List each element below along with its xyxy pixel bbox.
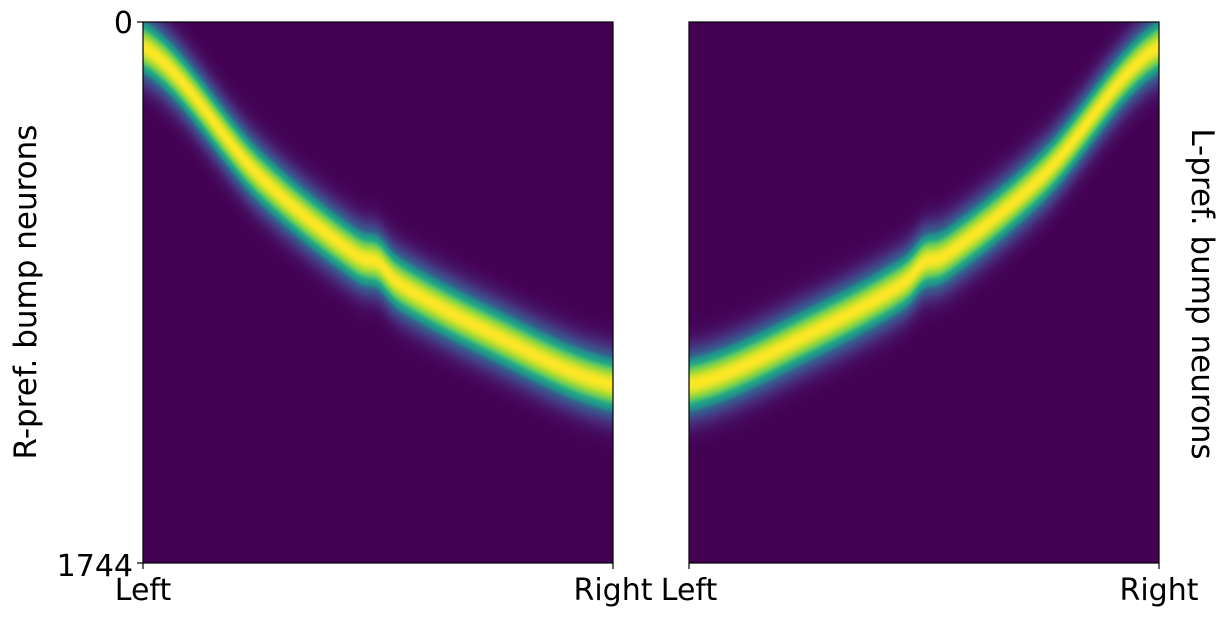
right-heatmap-image-holder (689, 22, 1159, 563)
left-y-tick-label-top: 0 (114, 6, 133, 41)
right-heatmap-panel: Left Right L-pref. bump neurons (661, 21, 1217, 608)
left-y-axis-label: R-pref. bump neurons (8, 125, 44, 460)
left-heatmap-image-holder (143, 22, 613, 563)
right-heatmap-canvas (689, 22, 1159, 563)
left-x-tick-label-left: Left (115, 573, 172, 608)
left-y-tick-label-bottom: 1744 (57, 549, 133, 584)
left-heatmap-canvas (143, 22, 613, 563)
right-y-axis-label: L-pref. bump neurons (1184, 128, 1217, 459)
left-x-tick-label-right: Right (574, 573, 653, 608)
right-x-tick-label-left: Left (661, 573, 718, 608)
left-heatmap-frame (142, 21, 614, 564)
right-heatmap-frame (688, 21, 1160, 564)
right-x-tick-label-right: Right (1120, 573, 1199, 608)
left-heatmap-panel: 0 1744 Left Right R-pref. bump neurons (8, 6, 653, 608)
